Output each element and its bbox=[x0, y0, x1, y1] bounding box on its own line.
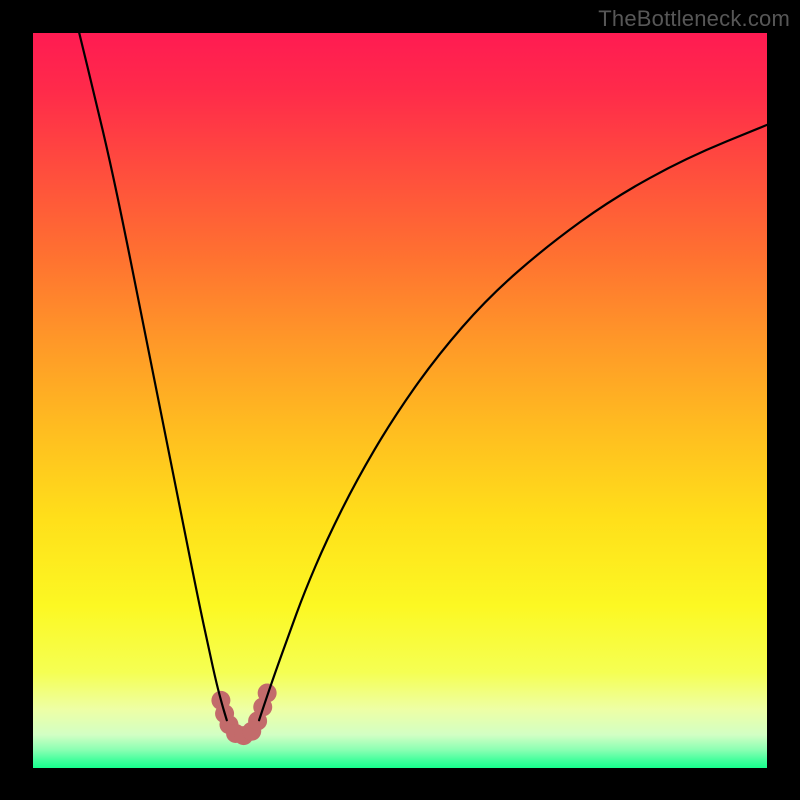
watermark-text: TheBottleneck.com bbox=[598, 6, 790, 32]
plot-background bbox=[33, 33, 767, 768]
bottleneck-chart bbox=[0, 0, 800, 800]
chart-container: TheBottleneck.com bbox=[0, 0, 800, 800]
